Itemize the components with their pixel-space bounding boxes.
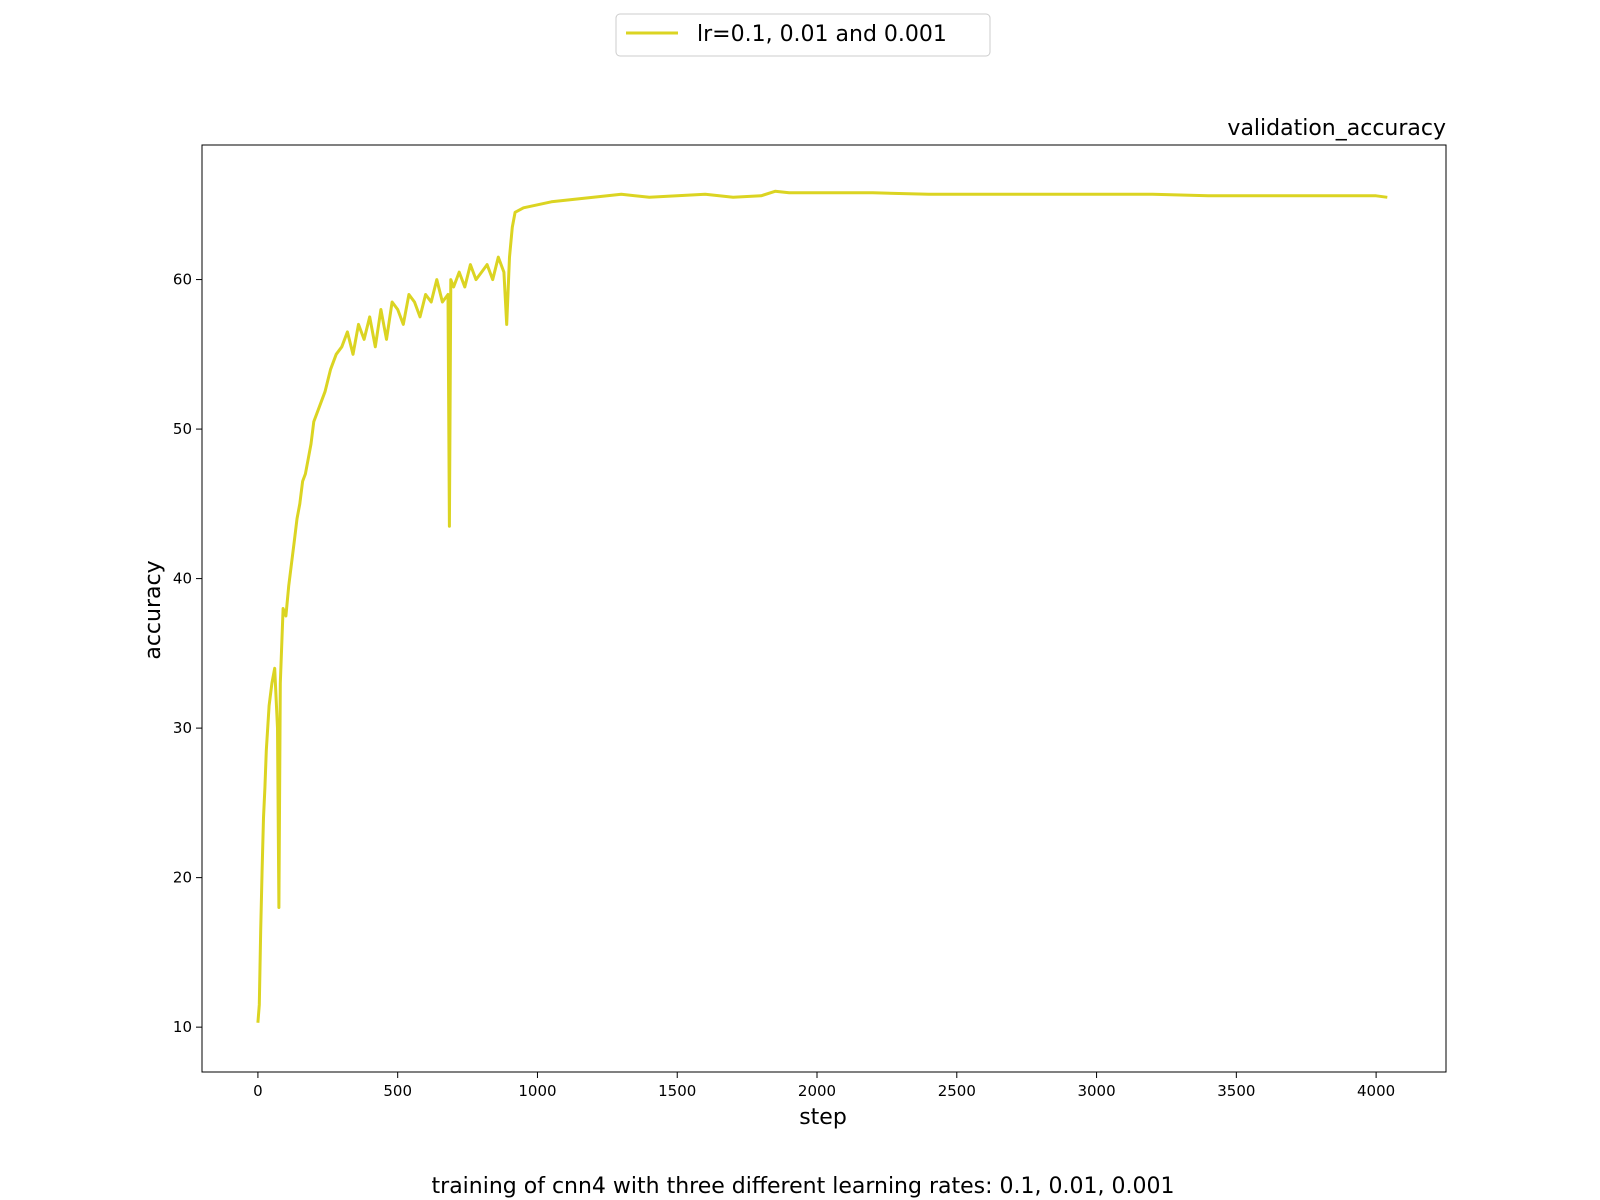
legend-frame [615,13,991,57]
series-line-0 [256,189,1388,1023]
x-tick-label: 1000 [518,1082,556,1100]
x-tick-label: 3000 [1077,1082,1115,1100]
y-axis-ticks: 10 20 30 40 50 60 [173,271,202,1036]
y-tick-label: 40 [173,570,192,588]
plot-area-frame [201,144,1447,1073]
x-tick-label: 3500 [1217,1082,1255,1100]
y-tick-label: 60 [173,271,192,289]
chart-title: validation_accuracy [1227,116,1446,141]
legend-label: lr=0.1, 0.01 and 0.001 [697,22,947,47]
x-tick-label: 4000 [1357,1082,1395,1100]
legend: lr=0.1, 0.01 and 0.001 [615,13,991,57]
y-tick-label: 20 [173,869,192,887]
series-layer [256,189,1388,1023]
y-tick-label: 30 [173,719,192,737]
x-tick-label: 0 [253,1082,263,1100]
y-tick-label: 50 [173,420,192,438]
x-tick-label: 2000 [798,1082,836,1100]
x-tick-label: 1500 [658,1082,696,1100]
x-axis-label: step [799,1105,847,1130]
x-tick-label: 500 [383,1082,412,1100]
x-tick-label: 2500 [938,1082,976,1100]
y-axis-label: accuracy [141,560,166,659]
figure-caption: training of cnn4 with three different le… [432,1174,1175,1199]
y-tick-label: 10 [173,1018,192,1036]
x-axis-ticks: 0 500 1000 1500 2000 2500 3000 3500 4000 [253,1072,1395,1100]
